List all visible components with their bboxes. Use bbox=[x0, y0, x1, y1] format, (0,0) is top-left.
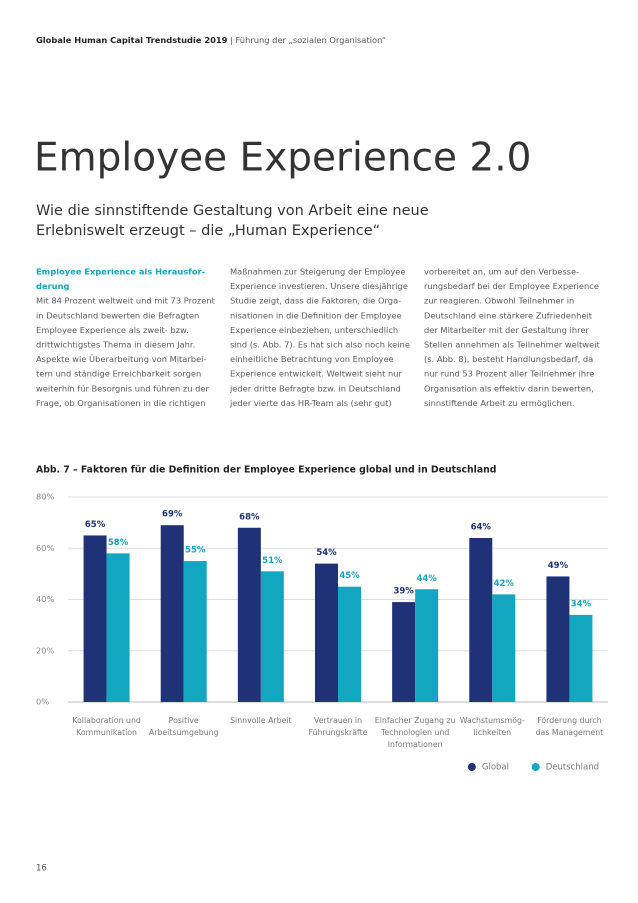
column-text: Aspekte wie Überarbeitung von Mitarbei- bbox=[36, 354, 206, 364]
data-label: 54% bbox=[316, 548, 337, 558]
column-text: Experience einbeziehen, unterschiedlich bbox=[230, 325, 398, 335]
column-text: jeder vierte das HR-Team als (sehr gut) bbox=[229, 398, 392, 408]
column-text: zur reagieren. Obwohl Teilnehmer in bbox=[424, 296, 574, 306]
data-label: 39% bbox=[393, 587, 414, 597]
column-text: rungsbedarf bei der Employee Experience bbox=[424, 281, 599, 291]
x-tick-label: Sinnvolle Arbeit bbox=[230, 716, 292, 725]
y-tick-label: 20% bbox=[36, 645, 55, 655]
x-tick-label: lichkeiten bbox=[474, 728, 512, 737]
x-tick-label: Arbeitsumgebung bbox=[149, 728, 219, 737]
data-label: 64% bbox=[471, 523, 492, 533]
data-label: 45% bbox=[339, 571, 360, 581]
column-text: nisationen in die Definition der Employe… bbox=[230, 310, 402, 320]
data-label: 55% bbox=[185, 546, 206, 556]
legend-label: Deutschland bbox=[546, 763, 599, 773]
column-text: Mit 84 Prozent weltweit und mit 73 Proze… bbox=[36, 296, 216, 306]
title: Employee Experience 2.0 bbox=[34, 136, 531, 181]
x-tick-label: Einfacher Zugang zu bbox=[375, 716, 456, 725]
x-tick-label: Positive bbox=[169, 716, 199, 725]
bar bbox=[392, 602, 416, 702]
y-tick-label: 40% bbox=[36, 594, 55, 604]
x-tick-label: Förderung durch bbox=[537, 716, 602, 725]
column-text: Stellen annehmen als Teilnehmer weltweit bbox=[424, 340, 601, 350]
bar bbox=[315, 563, 338, 702]
bar bbox=[237, 527, 261, 702]
x-tick-label: Technologien und bbox=[380, 728, 449, 737]
column-text: Frage, ob Organisationen in die richtige… bbox=[36, 398, 206, 408]
column-text: weiterhin für Besorgnis und führen zu de… bbox=[36, 383, 209, 393]
bar bbox=[569, 614, 593, 702]
x-tick-label: Informationen bbox=[388, 740, 443, 749]
x-tick-label: Wachstumsmög- bbox=[460, 716, 525, 725]
x-tick-label: das Management bbox=[536, 728, 604, 737]
column-text: Experience entwickelt. Weltweit sieht nu… bbox=[230, 369, 402, 379]
y-tick-label: 0% bbox=[36, 697, 49, 707]
column-text: drittwichtigstes Thema in diesem Jahr. bbox=[36, 340, 195, 350]
column-text: Employee Experience als zweit- bzw. bbox=[36, 325, 189, 335]
x-tick-label: Führungskräfte bbox=[308, 728, 367, 737]
column-text: in Deutschland bewerten die Befragten bbox=[36, 310, 199, 320]
bar bbox=[260, 571, 284, 702]
column-text: tern und ständige Erreichbarkeit sorgen bbox=[36, 369, 201, 379]
legend-marker bbox=[467, 763, 476, 771]
page-number: 16 bbox=[36, 864, 47, 874]
column-text: Studie zeigt, dass die Faktoren, die Org… bbox=[230, 296, 401, 306]
subtitle-line: Wie die sinnstiftende Gestaltung von Arb… bbox=[36, 203, 429, 219]
data-label: 68% bbox=[239, 512, 260, 522]
data-label: 44% bbox=[416, 574, 437, 584]
chart-title: Abb. 7 – Faktoren für die Definition der… bbox=[36, 465, 496, 476]
column-text: Maßnahmen zur Steigerung der Employee bbox=[230, 267, 405, 277]
column-text: der Mitarbeiter mit der Gestaltung ihrer bbox=[424, 325, 589, 335]
data-label: 58% bbox=[108, 538, 129, 548]
data-label: 42% bbox=[494, 579, 515, 589]
column-text: jeder dritte Befragte bzw. in Deutschlan… bbox=[229, 383, 401, 393]
data-label: 65% bbox=[85, 520, 106, 530]
data-label: 34% bbox=[571, 599, 592, 609]
y-tick-label: 60% bbox=[36, 543, 55, 553]
legend-marker bbox=[531, 763, 540, 771]
bar bbox=[106, 553, 130, 702]
column-text: (s. Abb. 8), besteht Handlungsbedarf, da bbox=[424, 354, 593, 364]
bar bbox=[183, 561, 207, 702]
bar bbox=[546, 576, 570, 702]
column-text: einheitliche Betrachtung von Employee bbox=[230, 354, 394, 364]
bar bbox=[338, 586, 361, 702]
header-bold: Globale Human Capital Trendstudie 2019 bbox=[36, 35, 228, 45]
column-text: Organisation als effektiv darin bewerten… bbox=[424, 383, 594, 393]
column-text: vorbereitet an, um auf den Verbesse- bbox=[424, 267, 579, 277]
column-text: Experience investieren. Unsere diesjähri… bbox=[230, 281, 408, 291]
subtitle-line: Erlebniswelt erzeugt – die „Human Experi… bbox=[36, 223, 380, 239]
bar bbox=[83, 535, 107, 702]
data-label: 49% bbox=[548, 561, 569, 571]
column-text: sind (s. Abb. 7). Es hat sich also noch … bbox=[230, 340, 410, 350]
data-label: 69% bbox=[162, 510, 183, 520]
data-label: 51% bbox=[262, 556, 283, 566]
column-heading: derung bbox=[36, 281, 69, 291]
x-tick-label: Vertrauen in bbox=[314, 716, 362, 725]
header-rest: | Führung der „sozialen Organisation“ bbox=[227, 35, 386, 45]
column-text: nur rund 53 Prozent aller Teilnehmer ihr… bbox=[424, 369, 594, 379]
column-heading: Employee Experience als Herausfor- bbox=[36, 267, 205, 277]
bar bbox=[469, 538, 493, 702]
column-text: Deutschland eine stärkere Zufriedenheit bbox=[424, 310, 593, 320]
header: Globale Human Capital Trendstudie 2019 |… bbox=[36, 35, 386, 45]
bar bbox=[415, 589, 439, 702]
legend-label: Global bbox=[482, 763, 509, 773]
y-tick-label: 80% bbox=[36, 492, 55, 502]
bar bbox=[160, 525, 184, 702]
x-tick-label: Kollaboration und bbox=[72, 716, 141, 725]
x-tick-label: Kommunikation bbox=[76, 728, 137, 737]
bar bbox=[492, 594, 516, 702]
column-text: sinnstiftende Arbeit zu ermöglichen. bbox=[424, 398, 575, 408]
